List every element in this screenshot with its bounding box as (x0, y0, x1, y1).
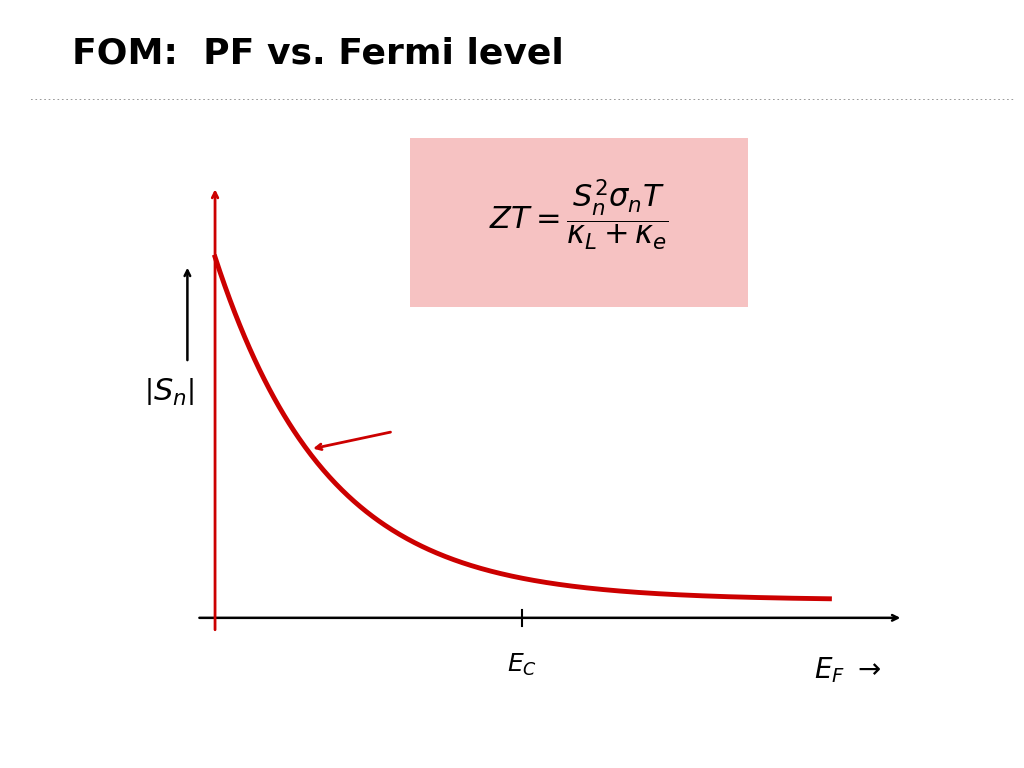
Text: UNIVERSITY: UNIVERSITY (102, 740, 152, 748)
Text: FOM:  PF vs. Fermi level: FOM: PF vs. Fermi level (72, 37, 563, 71)
Text: $E_C$: $E_C$ (507, 652, 538, 678)
Text: PURDUE: PURDUE (102, 723, 160, 737)
Text: Lundstrom nanoHUB-U Fall 2013: Lundstrom nanoHUB-U Fall 2013 (366, 724, 658, 743)
Text: $ZT = \dfrac{S_n^2 \sigma_n T}{\kappa_L + \kappa_e}$: $ZT = \dfrac{S_n^2 \sigma_n T}{\kappa_L … (488, 177, 669, 252)
FancyBboxPatch shape (402, 135, 755, 310)
Text: $\left|S_n\right|$: $\left|S_n\right|$ (143, 377, 195, 408)
Text: NANOHUB: NANOHUB (31, 725, 94, 735)
Text: $E_F\ \rightarrow$: $E_F\ \rightarrow$ (814, 655, 882, 685)
Text: 15: 15 (966, 724, 993, 743)
